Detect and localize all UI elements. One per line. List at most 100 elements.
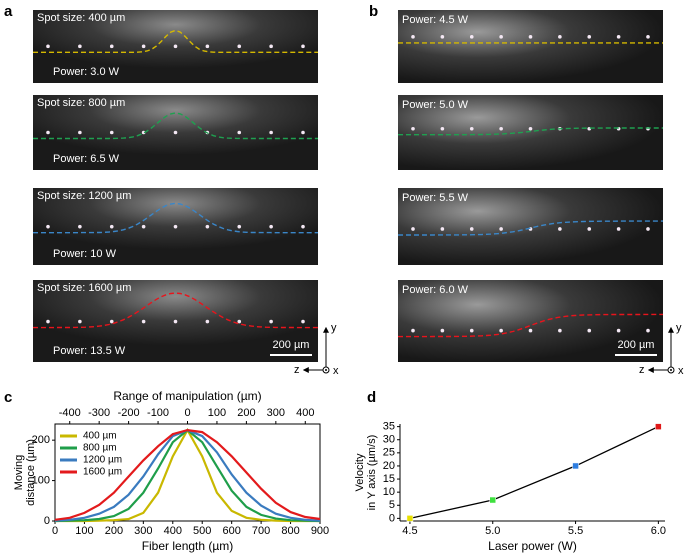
trace-curve: [33, 202, 318, 234]
y-tick-label: 35: [383, 421, 395, 433]
legend-label: 400 µm: [83, 431, 117, 442]
particle: [205, 319, 210, 324]
particle: [301, 319, 305, 324]
axis-x-label: x: [678, 365, 684, 377]
power-label: Power: 6.0 W: [402, 284, 469, 296]
particle: [469, 35, 474, 39]
particle: [173, 44, 178, 49]
panel-label: a: [4, 3, 13, 20]
particle: [173, 319, 178, 324]
x-tick-label: 800: [281, 525, 299, 537]
particle: [616, 227, 621, 231]
x2-tick-label: 200: [237, 407, 255, 419]
particle: [499, 35, 503, 39]
particle: [109, 130, 114, 135]
particle: [269, 130, 273, 135]
x2-axis-title: Range of manipulation (µm): [113, 389, 261, 403]
y-axis-title: in Y axis (µm/s): [366, 435, 378, 511]
photo: Power: 6.0 W 200 µm: [398, 280, 663, 362]
photo: Spot size: 400 µm Power: 3.0 W: [33, 10, 318, 83]
axis-y-label: y: [331, 322, 337, 334]
legend-label: 800 µm: [83, 443, 117, 454]
particle: [528, 35, 533, 39]
x-axis-title: Fiber length (µm): [142, 539, 234, 553]
x2-tick-label: 0: [184, 407, 190, 419]
power-label: Power: 5.5 W: [402, 192, 469, 204]
y-tick-label: 0: [389, 512, 395, 524]
power-label: Power: 13.5 W: [53, 345, 126, 357]
power-label: Power: 6.5 W: [53, 153, 120, 165]
particle: [78, 319, 82, 324]
particle: [78, 130, 82, 135]
particle: [237, 224, 242, 229]
trace-curve: [398, 220, 663, 236]
legend-label: 1200 µm: [83, 455, 122, 466]
panel-label: b: [369, 3, 378, 20]
particle: [205, 224, 210, 229]
particle: [646, 227, 650, 231]
particle: [528, 328, 533, 333]
x2-tick-label: 300: [267, 407, 285, 419]
particle: [237, 130, 242, 135]
particle: [205, 44, 210, 49]
axis-z-label: z: [639, 364, 645, 376]
trace-curve: [398, 313, 663, 338]
series-line: [409, 426, 659, 520]
data-point: [572, 462, 579, 470]
x-tick-label: 900: [311, 525, 329, 537]
particle: [469, 227, 474, 231]
x-axis-title: Laser power (W): [488, 539, 577, 553]
particle: [109, 44, 114, 49]
x-tick-label: 200: [105, 525, 123, 537]
particle: [440, 328, 445, 333]
y-tick-label: 15: [383, 473, 395, 485]
scale-bar-label: 200 µm: [618, 339, 655, 351]
particle: [587, 227, 592, 231]
series-line: [54, 428, 321, 521]
y-axis-title: Velocity: [354, 453, 366, 491]
power-label: Power: 3.0 W: [53, 66, 120, 78]
trace-curve: [33, 112, 318, 140]
particle: [269, 319, 273, 324]
x-tick-label: 600: [222, 525, 240, 537]
photo: Spot size: 800 µm Power: 6.5 W: [33, 95, 318, 170]
particle: [237, 319, 242, 324]
particle: [141, 130, 146, 135]
axis-origin-dot: [670, 369, 672, 371]
y-tick-label: 200: [32, 434, 50, 446]
particle: [269, 44, 273, 49]
particle: [411, 227, 415, 231]
particle: [528, 126, 533, 131]
axis-y-label: y: [676, 322, 682, 334]
y-axis-title: Moving: [13, 455, 25, 490]
x-tick-label: 400: [164, 525, 182, 537]
particle: [301, 130, 305, 135]
particle: [440, 126, 445, 131]
trace-curve: [33, 29, 318, 53]
particle: [469, 126, 474, 131]
photo: Spot size: 1600 µm Power: 13.5 W 200 µm: [33, 280, 318, 362]
x2-tick-label: -400: [59, 407, 81, 419]
x-tick-label: 500: [193, 525, 211, 537]
particle: [141, 319, 146, 324]
particle: [173, 224, 178, 229]
particle: [46, 44, 50, 49]
particle: [141, 44, 146, 49]
scale-bar-label: 200 µm: [273, 339, 310, 351]
particle: [499, 126, 503, 131]
particle: [469, 328, 474, 333]
particle: [301, 44, 305, 49]
particle: [646, 328, 650, 333]
spot-size-label: Spot size: 800 µm: [37, 97, 125, 109]
power-label: Power: 5.0 W: [402, 99, 469, 111]
data-point: [489, 496, 496, 504]
particle: [616, 328, 621, 333]
particle: [269, 224, 273, 229]
x2-tick-label: 100: [208, 407, 226, 419]
photo: Power: 4.5 W: [398, 10, 663, 83]
data-point: [406, 515, 414, 522]
axis-x-label: x: [333, 365, 339, 377]
data-point: [655, 423, 662, 430]
particle: [558, 328, 562, 333]
particle: [301, 224, 305, 229]
